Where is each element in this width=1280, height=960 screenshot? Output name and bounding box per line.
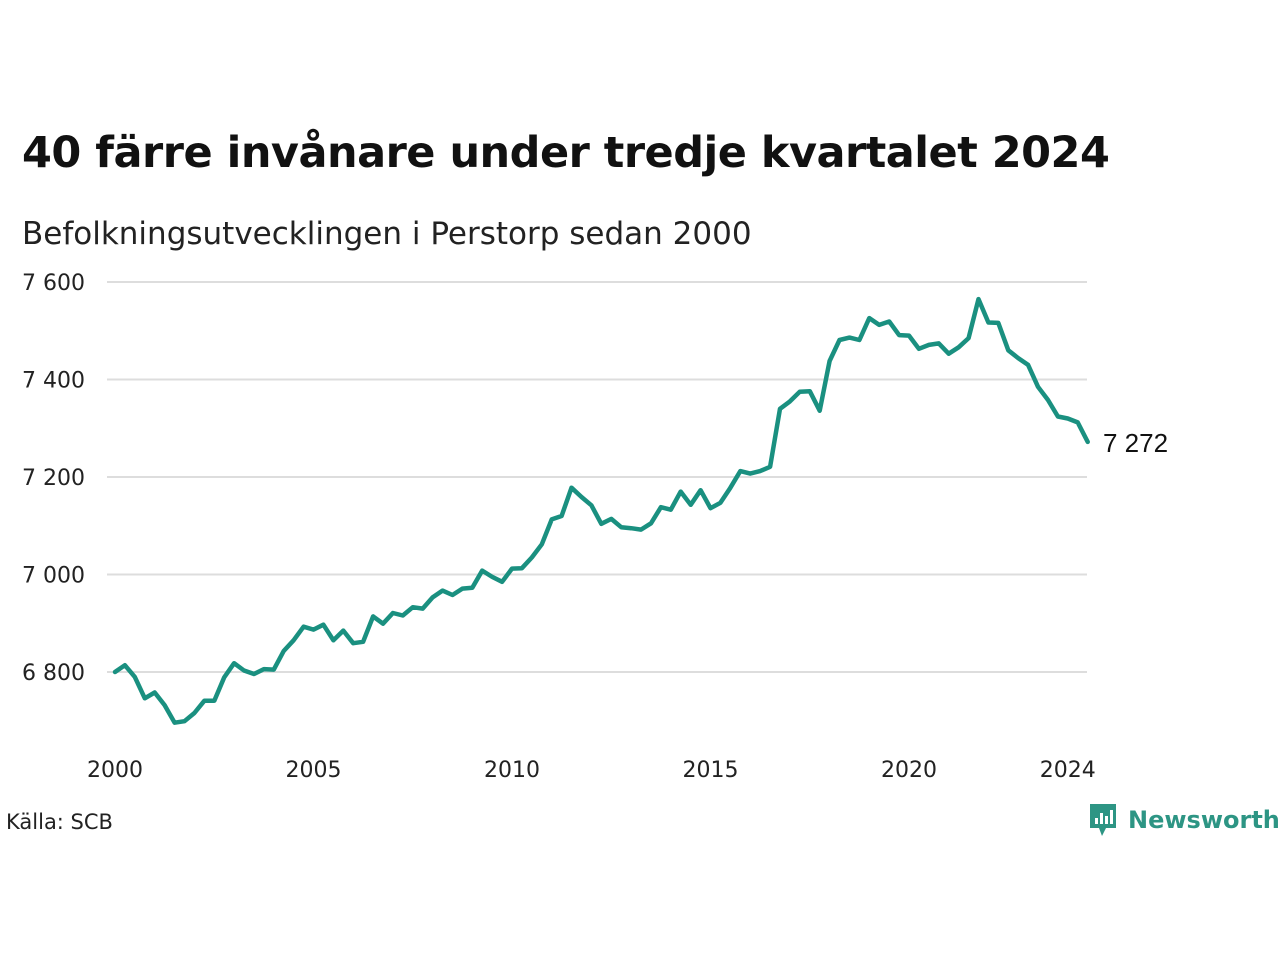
x-tick-label: 2005	[286, 758, 342, 783]
newsworthy-logo-icon	[1090, 804, 1116, 836]
x-tick-label: 2020	[881, 758, 937, 783]
x-tick-label: 2010	[484, 758, 540, 783]
chart-subtitle: Befolkningsutvecklingen i Perstorp sedan…	[22, 216, 752, 252]
series-line	[112, 296, 1090, 725]
y-tick-label: 7 600	[22, 271, 85, 296]
x-tick-label: 2015	[683, 758, 739, 783]
end-value-label: 7 272	[1103, 428, 1168, 458]
gridlines	[107, 281, 1087, 673]
y-tick-label: 6 800	[22, 661, 85, 686]
chart-title: 40 färre invånare under tredje kvartalet…	[22, 128, 1110, 178]
y-tick-label: 7 000	[22, 564, 85, 589]
brand-logo: Newsworthy	[1088, 802, 1280, 838]
x-tick-label: 2024	[1040, 758, 1096, 783]
x-tick-label: 2000	[87, 758, 143, 783]
y-axis-labels: 6 800 7 000 7 200 7 400 7 600	[22, 271, 85, 686]
source-note: Källa: SCB	[6, 810, 113, 834]
end-label-layer: 7 272	[1103, 428, 1168, 458]
x-axis-labels: 2000 2005 2010 2015 2020 2024	[87, 758, 1096, 783]
y-tick-label: 7 200	[22, 466, 85, 491]
series-layer	[112, 296, 1090, 725]
brand-name: Newsworthy	[1128, 806, 1280, 834]
y-tick-label: 7 400	[22, 369, 85, 394]
